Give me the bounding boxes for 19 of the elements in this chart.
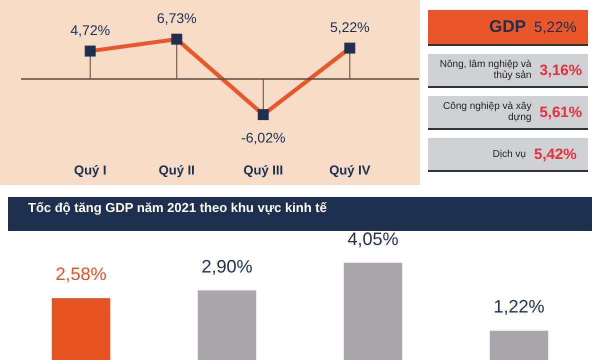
bar <box>198 290 256 360</box>
x-tick-label: Quý I <box>74 162 106 178</box>
bar <box>490 330 548 360</box>
info-card: Dịch vụ 5,42% <box>428 138 588 172</box>
bar <box>52 298 110 360</box>
data-label: 4,05% <box>347 228 399 249</box>
data-label: 2,58% <box>55 264 107 284</box>
data-label: 6,73% <box>156 10 197 26</box>
chart-title: Tốc độ tăng GDP năm 2021 theo khu vực kinh tế <box>28 200 328 215</box>
info-card: GDP 5,22% <box>428 10 588 46</box>
x-tick-label: Quý III <box>243 162 284 178</box>
data-label: 5,22% <box>330 19 370 36</box>
data-label: 4,72% <box>70 22 110 38</box>
data-label: -6,02% <box>241 130 286 146</box>
x-tick-label: Quý IV <box>329 162 371 178</box>
data-label: 1,22% <box>493 296 545 317</box>
bar <box>344 262 402 360</box>
x-tick-label: Quý II <box>158 162 195 178</box>
data-label: 2,90% <box>201 256 253 276</box>
